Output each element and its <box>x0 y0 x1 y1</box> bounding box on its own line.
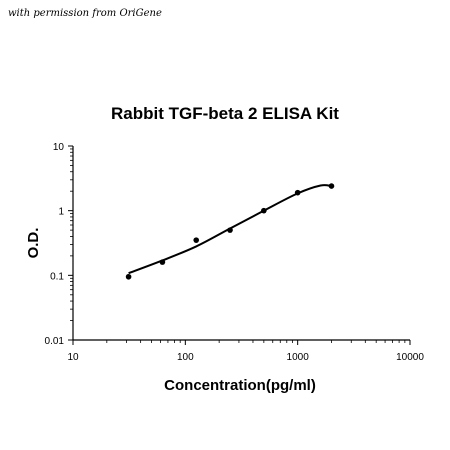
x-tick-label: 10000 <box>396 352 424 363</box>
data-point <box>159 259 166 265</box>
chart-title: Rabbit TGF-beta 2 ELISA Kit <box>111 104 339 123</box>
data-point <box>328 183 335 189</box>
tick-marks <box>68 145 411 345</box>
y-tick-label: 10 <box>53 142 65 153</box>
data-points <box>125 183 335 280</box>
y-axis-label: O.D. <box>25 228 42 259</box>
data-point <box>294 189 301 196</box>
data-point <box>227 227 233 233</box>
axes <box>72 146 410 341</box>
fit-curve <box>128 184 332 275</box>
tick-labels: 10 100 1000 10000 0.01 0.1 1 10 <box>45 142 425 363</box>
fit-curve-layer <box>128 184 332 275</box>
data-point <box>261 207 267 214</box>
y-tick-label: 0.1 <box>50 271 64 282</box>
x-axis-label: Concentration(pg/ml) <box>164 377 316 394</box>
x-tick-label: 1000 <box>287 352 310 363</box>
y-tick-label: 0.01 <box>45 336 65 347</box>
x-tick-label: 100 <box>177 352 194 363</box>
y-tick-label: 1 <box>58 207 64 218</box>
x-tick-label: 10 <box>67 352 79 363</box>
data-point <box>125 273 132 280</box>
permission-watermark: with permission from OriGene <box>8 8 162 19</box>
data-point <box>193 237 200 243</box>
